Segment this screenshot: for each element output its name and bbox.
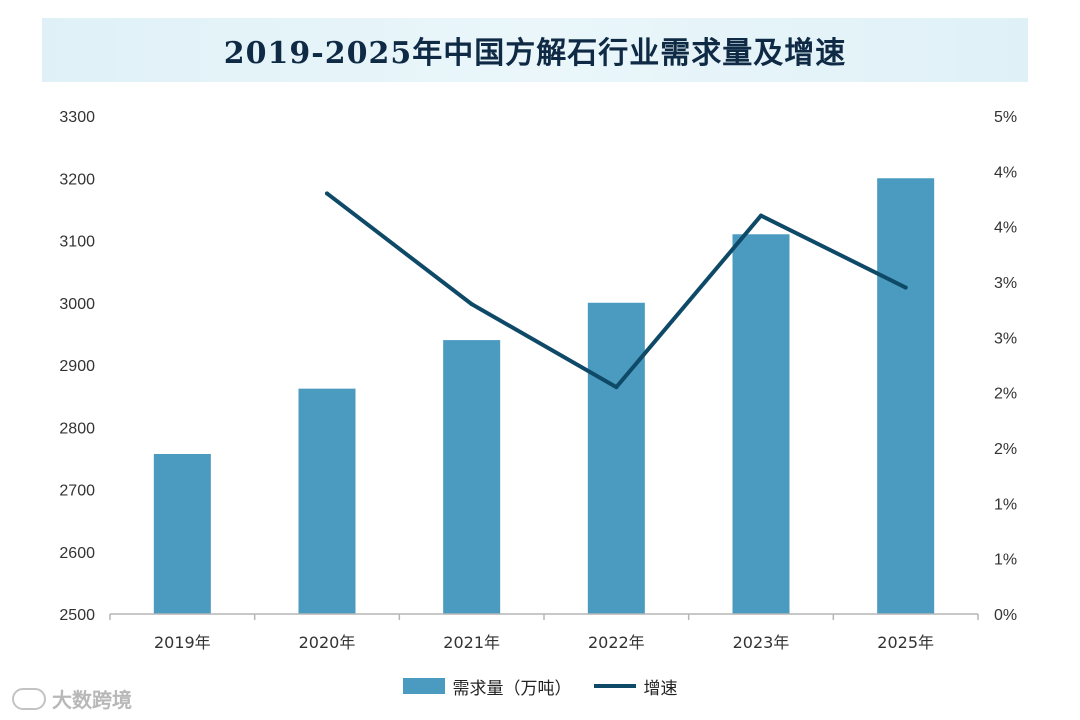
bar [298,388,356,614]
line-series [325,191,908,390]
title-banner: 2019-2025年中国方解石行业需求量及增速 [42,18,1028,82]
bar [877,178,935,614]
watermark-text: 大数跨境 [52,688,132,712]
legend-label-growth: 增速 [643,678,678,699]
legend: 需求量（万吨） 增速 [0,670,1080,702]
bar-series [153,178,935,614]
x-axis-ticks: 2019年 2020年 2021年 2022年 2023年 2025年 [154,633,934,652]
right-tick-label: 4% [994,164,1017,181]
x-tick-label: 2022年 [588,633,645,652]
right-axis: 0% 1% 1% 2% 2% 3% 3% 4% 4% 5% [994,109,1017,624]
legend-label-demand: 需求量（万吨） [452,678,572,699]
left-tick-label: 2800 [59,420,95,437]
legend-item-demand: 需求量（万吨） [402,674,572,699]
right-tick-label: 3% [994,330,1017,347]
left-tick-label: 3000 [59,296,95,313]
left-axis: 2500 2600 2700 2800 2900 3000 3100 3200 3300 [59,109,95,624]
chart-title: 2019-2025年中国方解石行业需求量及增速 [223,36,847,71]
x-tick-label: 2019年 [154,633,211,652]
right-tick-label: 1% [994,552,1017,569]
left-tick-label: 2500 [59,607,95,624]
x-tick-label: 2020年 [299,633,356,652]
growth-point [759,213,763,218]
watermark: 大数跨境 [12,684,132,713]
growth-point [469,302,474,307]
bar [443,340,501,614]
watermark-logo-icon [12,687,46,710]
legend-swatch-bar [402,678,445,694]
right-tick-label: 3% [994,275,1017,292]
growth-point [325,191,329,196]
growth-point [614,385,619,390]
bar [587,302,645,614]
right-tick-label: 2% [994,386,1017,403]
right-tick-label: 0% [994,607,1017,624]
legend-swatch-line [593,684,636,688]
right-tick-label: 5% [994,109,1017,126]
left-tick-label: 2700 [59,483,95,500]
right-tick-label: 4% [994,220,1017,237]
growth-point [903,285,908,290]
bar [153,454,211,614]
x-tick-label: 2023年 [733,633,790,652]
left-tick-label: 3300 [59,109,95,126]
bar [732,234,790,614]
x-tick-label: 2025年 [877,633,934,652]
right-tick-label: 2% [994,441,1017,458]
left-tick-label: 3100 [59,234,95,251]
left-tick-label: 2900 [59,358,95,375]
right-tick-label: 1% [994,496,1017,513]
x-tick-label: 2021年 [443,633,500,652]
left-tick-label: 2600 [59,545,95,562]
x-axis [109,613,979,620]
left-tick-label: 3200 [59,171,95,188]
legend-item-growth: 增速 [593,674,678,699]
